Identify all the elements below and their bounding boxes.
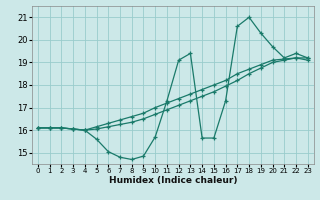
X-axis label: Humidex (Indice chaleur): Humidex (Indice chaleur) xyxy=(108,176,237,185)
